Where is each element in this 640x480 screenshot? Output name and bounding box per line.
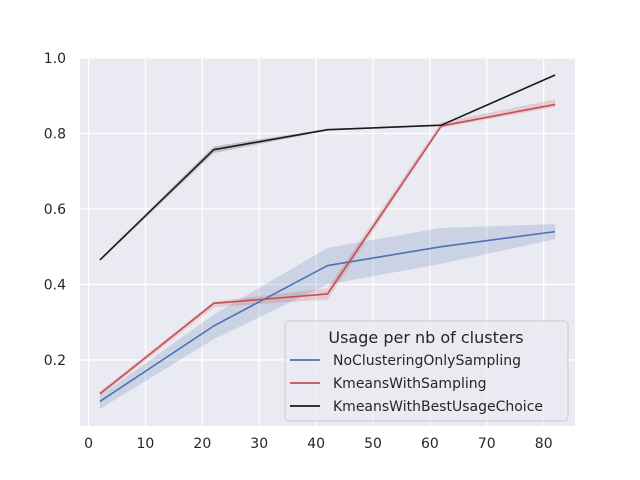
x-tick-label: 0 [84, 436, 93, 452]
y-tick-label: 0.6 [44, 202, 66, 218]
legend-title: Usage per nb of clusters [328, 328, 523, 347]
x-axis-ticks: 0 10 20 30 40 50 60 70 80 [84, 436, 553, 452]
legend: Usage per nb of clusters NoClusteringOnl… [284, 320, 569, 422]
y-tick-label: 0.4 [44, 277, 66, 293]
series-line-0 [99, 230, 556, 403]
y-tick-label: 0.2 [44, 353, 66, 369]
x-tick-label: 70 [478, 436, 496, 452]
legend-label: NoClusteringOnlySampling [333, 353, 521, 369]
x-tick-label: 60 [421, 436, 439, 452]
series-line-2 [99, 74, 556, 261]
y-tick-label: 0.8 [44, 126, 66, 142]
confidence-bands [99, 74, 556, 410]
x-tick-label: 40 [307, 436, 325, 452]
legend-items: NoClusteringOnlySampling KmeansWithSampli… [290, 353, 543, 415]
x-tick-label: 20 [193, 436, 211, 452]
x-tick-label: 30 [250, 436, 268, 452]
confidence-band-0 [99, 224, 556, 410]
legend-label: KmeansWithBestUsageChoice [333, 399, 543, 415]
legend-label: KmeansWithSampling [333, 376, 487, 392]
x-tick-label: 50 [364, 436, 382, 452]
x-tick-label: 80 [535, 436, 553, 452]
y-tick-label: 1.0 [44, 51, 66, 67]
series-lines [99, 74, 556, 403]
x-tick-label: 10 [137, 436, 155, 452]
y-axis-ticks: 0.2 0.4 0.6 0.8 1.0 [44, 51, 66, 369]
legend-box [284, 320, 569, 422]
series-line-1 [99, 103, 556, 395]
